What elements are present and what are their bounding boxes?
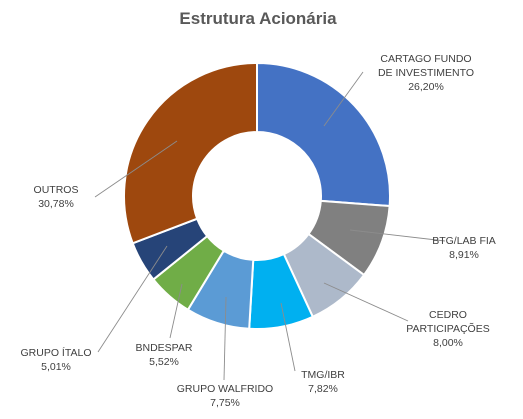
slice-name-2: PARTICIPAÇÕES [406,322,489,335]
slice-name-6: GRUPO ÍTALO [21,346,92,359]
slice-label-5: BNDESPAR 5,52% [136,342,193,368]
slice-name-3: TMG/IBR [301,369,345,381]
leader-line-4 [223,296,227,381]
slice-percent-1: 8,91% [449,249,479,261]
slice-name-1: BTG/LAB FIA [432,235,496,247]
slice-name-2: CEDRO [429,309,467,321]
slice-name-0: DE INVESTIMENTO [378,67,474,79]
leader-line-7 [94,140,178,198]
slice-name-5: BNDESPAR [136,342,193,354]
slice-percent-6: 5,01% [41,361,71,373]
slice-label-2: CEDRO PARTICIPAÇÕES 8,00% [406,309,489,349]
leader-line-3 [280,302,296,372]
slice-label-6: GRUPO ÍTALO 5,01% [21,346,92,373]
leader-line-2 [323,282,409,322]
labels-group: CARTAGO FUNDO DE INVESTIMENTO 26,20% BTG/LA… [21,53,496,409]
slice-name-0: CARTAGO FUNDO [380,53,471,65]
slice-percent-0: 26,20% [408,81,444,93]
slice-percent-7: 30,78% [38,198,74,210]
slice-7 [123,61,258,245]
slices-group [123,61,391,330]
leader-line-0 [323,71,364,127]
slice-label-0: CARTAGO FUNDO DE INVESTIMENTO 26,20% [378,53,474,93]
slice-label-1: BTG/LAB FIA 8,91% [432,235,496,261]
slice-percent-5: 5,52% [149,356,179,368]
slice-0 [256,61,391,208]
slice-percent-4: 7,75% [210,397,240,409]
slice-percent-3: 7,82% [308,383,338,395]
slice-label-4: GRUPO WALFRIDO 7,75% [177,383,273,409]
slice-label-3: TMG/IBR 7,82% [301,369,345,395]
slice-label-7: OUTROS 30,78% [34,184,79,210]
slice-percent-2: 8,00% [433,337,463,349]
chart-title: Estrutura Acionária [179,9,337,28]
leader-line-5 [169,283,183,339]
slice-name-4: GRUPO WALFRIDO [177,383,273,395]
leader-lines-group [94,71,446,381]
leader-line-1 [349,229,446,242]
leader-line-6 [97,245,168,353]
slice-name-7: OUTROS [34,184,79,196]
